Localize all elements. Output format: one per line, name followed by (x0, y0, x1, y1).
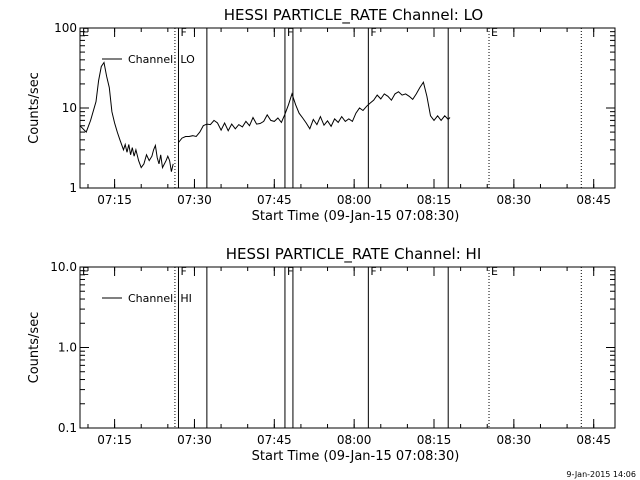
x-tick-label: 08:15 (417, 433, 452, 447)
y-tick-label: 10 (62, 101, 77, 115)
x-axis-label: Start Time (09-Jan-15 07:08:30) (252, 449, 460, 464)
plot-frame (79, 27, 616, 189)
chart-title: HESSI PARTICLE_RATE Channel: HI (226, 245, 482, 264)
event-marker-label: F (287, 26, 293, 39)
x-tick-label: 08:45 (576, 433, 611, 447)
chart-title: HESSI PARTICLE_RATE Channel: LO (224, 6, 483, 25)
x-tick-label: 07:30 (177, 193, 212, 207)
hi-channel-panel: HESSI PARTICLE_RATE Channel: HI Start Tim… (27, 245, 616, 464)
y-axis-label: Counts/sec (27, 312, 42, 384)
y-axis-label: Counts/sec (27, 72, 42, 144)
lo-channel-panel: HESSI PARTICLE_RATE Channel: LO Start Tim… (27, 6, 616, 224)
event-marker-label: E (82, 265, 89, 278)
x-tick-label: 08:30 (497, 433, 532, 447)
x-tick-label: 08:00 (337, 433, 372, 447)
particle-rate-series-line (178, 80, 451, 143)
x-tick-label: 07:45 (257, 433, 292, 447)
x-tick-label: 08:45 (576, 193, 611, 207)
event-marker-label: E (82, 26, 89, 39)
particle-rate-series-line (79, 61, 174, 172)
plot-timestamp: 9-Jan-2015 14:06 (566, 470, 636, 479)
event-marker-label: F (180, 265, 186, 278)
event-marker-label: F (370, 26, 376, 39)
y-tick-label: 1.0 (58, 341, 77, 355)
x-tick-label: 07:30 (177, 433, 212, 447)
x-tick-label: 08:00 (337, 193, 372, 207)
event-marker-label: F (287, 265, 293, 278)
y-tick-label: 0.1 (58, 421, 77, 435)
x-tick-label: 08:15 (417, 193, 452, 207)
y-tick-label: 1 (69, 181, 77, 195)
x-tick-label: 07:15 (97, 193, 132, 207)
event-marker-label: E (491, 265, 498, 278)
x-tick-label: 08:30 (497, 193, 532, 207)
event-marker-label: F (370, 265, 376, 278)
legend-label: Channel: LO (128, 53, 195, 66)
event-marker-label: F (180, 26, 186, 39)
x-tick-label: 07:15 (97, 433, 132, 447)
x-tick-label: 07:45 (257, 193, 292, 207)
x-axis-label: Start Time (09-Jan-15 07:08:30) (252, 209, 460, 224)
event-marker-label: E (491, 26, 498, 39)
legend-label: Channel: HI (128, 292, 192, 305)
y-tick-label: 10.0 (50, 260, 77, 274)
y-tick-label: 100 (54, 21, 77, 35)
